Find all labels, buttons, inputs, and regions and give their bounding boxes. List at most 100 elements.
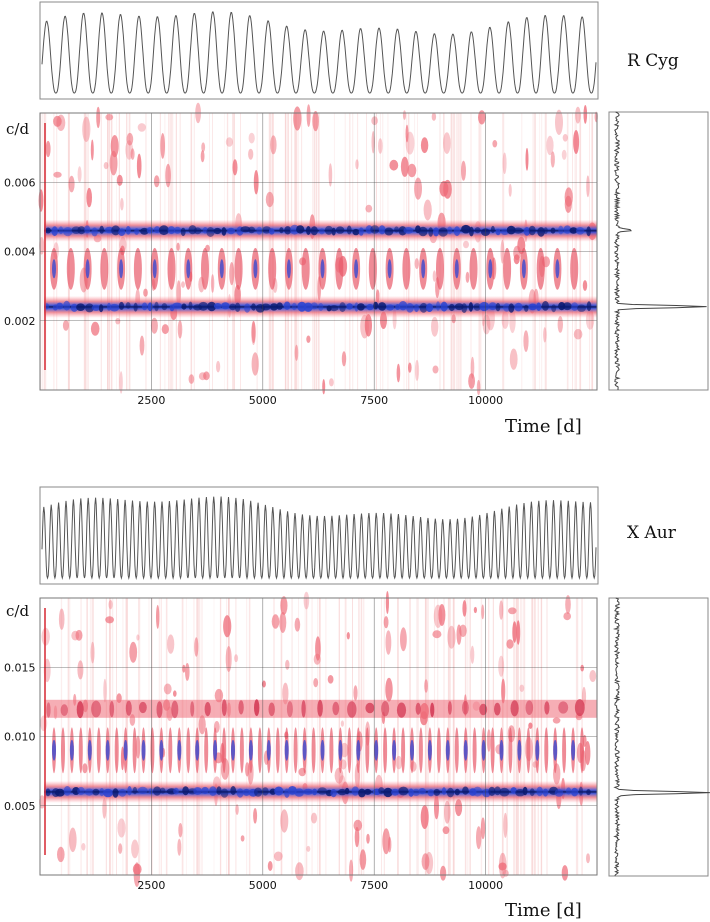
heatmap-ridge-bead: [251, 303, 256, 311]
xaur-x-ticks: 2500 5000 7500 10000: [137, 879, 503, 892]
heatmap-blob: [105, 616, 114, 624]
heatmap-blob: [354, 826, 360, 848]
heatmap-blob: [214, 688, 224, 703]
heatmap-ridge-bead: [234, 302, 241, 312]
heatmap-cell-core: [213, 739, 218, 761]
heatmap-ridge-bead: [418, 226, 428, 237]
heatmap-cell-core: [152, 259, 157, 279]
heatmap-ridge-bead: [236, 788, 244, 798]
heatmap-ridge-bead: [569, 227, 578, 234]
heatmap-ridge-bead: [84, 225, 91, 234]
heatmap-cell: [167, 247, 176, 290]
heatmap-blob: [400, 627, 407, 652]
heatmap-cell: [368, 247, 377, 290]
heatmap-cell: [472, 727, 477, 774]
heatmap-ridge-bead: [351, 786, 359, 796]
heatmap-ridge-bead: [161, 303, 168, 311]
heatmap-ridge-bead: [213, 303, 222, 309]
heatmap-ridge-bead: [551, 304, 557, 313]
heatmap-blob: [130, 148, 135, 160]
heatmap-ridge-bead: [181, 303, 187, 310]
heatmap-cell-core: [571, 739, 576, 761]
heatmap-blob: [516, 620, 521, 645]
y-tick-label: 0.002: [4, 315, 36, 328]
heatmap-blob: [225, 646, 232, 672]
heatmap-blob: [442, 826, 450, 835]
heatmap-ridge-bead: [310, 226, 318, 236]
xaur-lightcurve-panel: [39, 486, 599, 585]
heatmap-blob: [476, 826, 482, 850]
heatmap-blob: [402, 110, 407, 120]
heatmap-ridge-bead: [180, 227, 186, 237]
heatmap-ridge-bead: [415, 702, 421, 715]
heatmap-cell: [508, 727, 513, 774]
heatmap-ridge-bead: [154, 226, 161, 234]
heatmap-blob: [176, 242, 180, 251]
heatmap-ridge-bead: [221, 699, 227, 717]
heatmap-cell: [418, 727, 423, 774]
heatmap-ridge-bead: [125, 700, 132, 716]
heatmap-blob: [126, 132, 134, 146]
xaur-spectrum-panel: [608, 597, 710, 877]
heatmap-ridge-bead: [99, 788, 105, 797]
heatmap-blob: [586, 853, 590, 864]
heatmap-cell: [490, 727, 495, 774]
heatmap-cell: [580, 727, 584, 774]
rcyg-heatmap-panel: [38, 102, 598, 396]
heatmap-ridge-bead: [312, 788, 317, 796]
heatmap-blob: [353, 685, 358, 701]
heatmap-blob: [468, 373, 475, 389]
heatmap-blob: [583, 105, 588, 124]
heatmap-cell-core: [521, 259, 526, 279]
heatmap-ridge-bead: [384, 227, 394, 236]
heatmap-ridge-bead: [522, 786, 528, 796]
heatmap-cell: [150, 727, 155, 774]
heatmap-blob: [340, 720, 344, 727]
heatmap-ridge-bead: [182, 786, 189, 796]
heatmap-blob: [443, 132, 451, 154]
heatmap-cell-core: [410, 739, 414, 761]
heatmap-ridge-bead: [303, 302, 313, 312]
heatmap-cell: [335, 247, 344, 290]
heatmap-ridge-bead: [139, 701, 147, 714]
heatmap-ridge-bead: [344, 787, 350, 795]
heatmap-ridge-bead: [238, 700, 244, 715]
heatmap-blob: [334, 767, 344, 784]
heatmap-ridge-bead: [586, 226, 591, 237]
heatmap-ridge-bead: [438, 227, 448, 237]
heatmap-blob: [38, 189, 44, 212]
heatmap-ridge-bead: [172, 302, 183, 309]
heatmap-blob: [105, 114, 114, 121]
heatmap-blob: [502, 869, 509, 877]
y-tick-label: 0.005: [4, 800, 36, 813]
heatmap-blob: [90, 139, 94, 161]
heatmap-ridge-bead: [296, 225, 305, 234]
heatmap-cell-core: [248, 739, 253, 761]
heatmap-cell-core: [286, 259, 291, 279]
heatmap-ridge-bead: [112, 788, 119, 798]
heatmap-blob: [461, 160, 466, 181]
heatmap-blob: [388, 836, 392, 853]
heatmap-ridge-bead: [244, 303, 251, 313]
heatmap-ridge-bead: [158, 225, 169, 236]
heatmap-ridge-bead: [543, 227, 548, 235]
heatmap-ridge-bead: [85, 303, 94, 313]
heatmap-blob: [508, 183, 512, 197]
heatmap-ridge-bead: [310, 302, 318, 310]
heatmap-blob: [313, 653, 321, 665]
rcyg-star-name: R Cyg: [627, 51, 679, 71]
heatmap-blob: [139, 335, 145, 356]
x-tick-label: 10000: [468, 394, 503, 407]
heatmap-ridge-bead: [391, 788, 400, 796]
heatmap-blob: [136, 634, 140, 641]
heatmap-ridge-bead: [146, 227, 154, 234]
x-tick-label: 10000: [468, 879, 503, 892]
heatmap-blob: [463, 240, 469, 249]
xaur-lightcurve-line: [41, 496, 597, 580]
heatmap-blob: [365, 204, 373, 213]
rcyg-grid: [40, 113, 597, 390]
xaur-ylabel: c/d: [6, 602, 29, 620]
heatmap-cell-core: [320, 739, 325, 761]
heatmap-ridge-bead: [358, 227, 364, 236]
heatmap-cell: [133, 247, 142, 290]
